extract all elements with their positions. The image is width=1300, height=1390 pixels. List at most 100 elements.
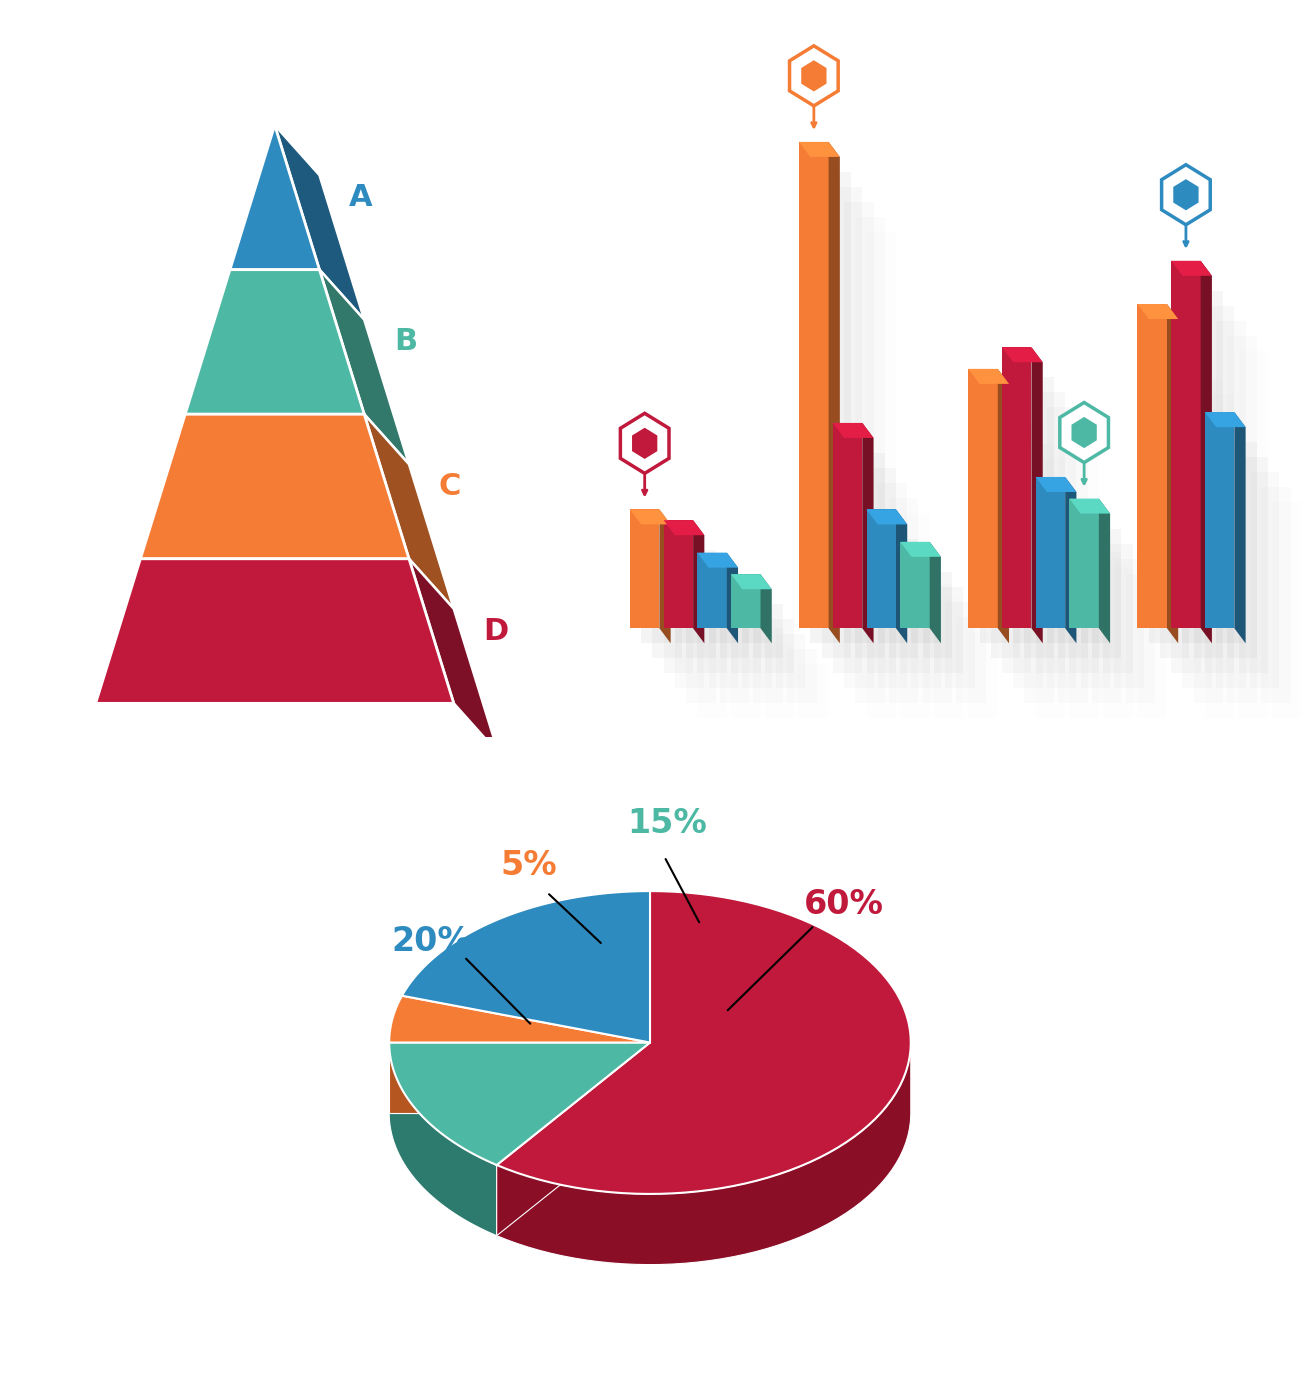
Polygon shape (1002, 348, 1043, 363)
Polygon shape (1070, 499, 1098, 628)
Polygon shape (1002, 414, 1031, 673)
Polygon shape (663, 520, 705, 535)
Polygon shape (1098, 499, 1110, 644)
Polygon shape (776, 634, 806, 688)
Polygon shape (923, 571, 952, 659)
Polygon shape (1205, 306, 1235, 673)
Polygon shape (900, 542, 929, 628)
Polygon shape (620, 413, 670, 474)
Polygon shape (1138, 304, 1178, 320)
Polygon shape (1024, 377, 1054, 659)
Polygon shape (389, 1042, 650, 1113)
Polygon shape (742, 589, 772, 644)
Polygon shape (1013, 430, 1043, 688)
Polygon shape (1171, 349, 1201, 673)
Polygon shape (320, 270, 410, 464)
Polygon shape (889, 539, 919, 659)
Polygon shape (1013, 363, 1043, 644)
Text: 5%: 5% (500, 849, 558, 883)
Polygon shape (822, 172, 852, 659)
Polygon shape (1065, 477, 1076, 644)
Polygon shape (697, 553, 727, 628)
Polygon shape (708, 580, 738, 688)
Polygon shape (1149, 320, 1178, 644)
Polygon shape (1162, 164, 1210, 225)
Polygon shape (760, 574, 772, 644)
Polygon shape (833, 423, 874, 438)
Polygon shape (185, 270, 364, 414)
Polygon shape (1058, 507, 1088, 659)
Polygon shape (1205, 411, 1245, 427)
Polygon shape (389, 995, 650, 1042)
Polygon shape (1235, 411, 1245, 644)
Polygon shape (1201, 261, 1212, 644)
Polygon shape (1249, 473, 1279, 688)
Text: C: C (439, 473, 462, 500)
Polygon shape (742, 613, 772, 688)
Polygon shape (1046, 407, 1076, 688)
Polygon shape (1092, 528, 1122, 659)
Polygon shape (911, 570, 941, 688)
Polygon shape (900, 542, 941, 557)
Polygon shape (641, 524, 671, 644)
Polygon shape (896, 509, 907, 644)
Polygon shape (1171, 261, 1212, 275)
Polygon shape (764, 620, 794, 673)
Polygon shape (731, 574, 760, 628)
Polygon shape (800, 142, 828, 628)
Polygon shape (632, 428, 658, 459)
Polygon shape (1046, 492, 1076, 644)
Text: 60%: 60% (803, 888, 884, 922)
Text: A: A (350, 183, 373, 211)
Polygon shape (867, 468, 896, 673)
Polygon shape (867, 509, 907, 524)
Polygon shape (675, 570, 705, 688)
Polygon shape (497, 1042, 911, 1265)
Polygon shape (1031, 348, 1043, 644)
Polygon shape (274, 125, 364, 320)
Polygon shape (697, 553, 738, 567)
Polygon shape (1227, 442, 1257, 659)
Polygon shape (1160, 334, 1190, 659)
Polygon shape (731, 598, 760, 673)
Polygon shape (844, 438, 874, 644)
Polygon shape (1167, 304, 1178, 644)
Text: D: D (484, 617, 508, 645)
Polygon shape (1104, 543, 1132, 673)
Polygon shape (389, 1042, 497, 1236)
Polygon shape (410, 559, 498, 753)
Polygon shape (630, 509, 671, 524)
Text: 20%: 20% (391, 924, 471, 958)
Polygon shape (754, 605, 783, 659)
Polygon shape (833, 186, 862, 673)
Polygon shape (697, 566, 727, 673)
Polygon shape (96, 559, 454, 703)
Text: B: B (394, 328, 417, 356)
Polygon shape (720, 582, 749, 659)
Polygon shape (1080, 537, 1110, 688)
Polygon shape (1216, 321, 1245, 688)
Polygon shape (659, 509, 671, 644)
Polygon shape (140, 414, 410, 559)
Polygon shape (800, 142, 840, 157)
Polygon shape (1080, 513, 1110, 644)
Polygon shape (1036, 392, 1065, 673)
Polygon shape (675, 535, 705, 644)
Polygon shape (402, 891, 650, 1042)
Polygon shape (1174, 179, 1199, 210)
Polygon shape (968, 368, 1009, 384)
Polygon shape (878, 482, 907, 688)
Polygon shape (862, 423, 874, 644)
Polygon shape (1216, 427, 1245, 644)
Polygon shape (1002, 348, 1031, 628)
Polygon shape (731, 574, 772, 589)
Polygon shape (878, 524, 907, 644)
Polygon shape (828, 142, 840, 644)
Polygon shape (1239, 457, 1268, 673)
Polygon shape (810, 157, 840, 644)
Polygon shape (663, 555, 693, 673)
Polygon shape (389, 1042, 650, 1113)
Polygon shape (1183, 275, 1212, 644)
Polygon shape (911, 557, 941, 644)
Polygon shape (630, 509, 659, 628)
